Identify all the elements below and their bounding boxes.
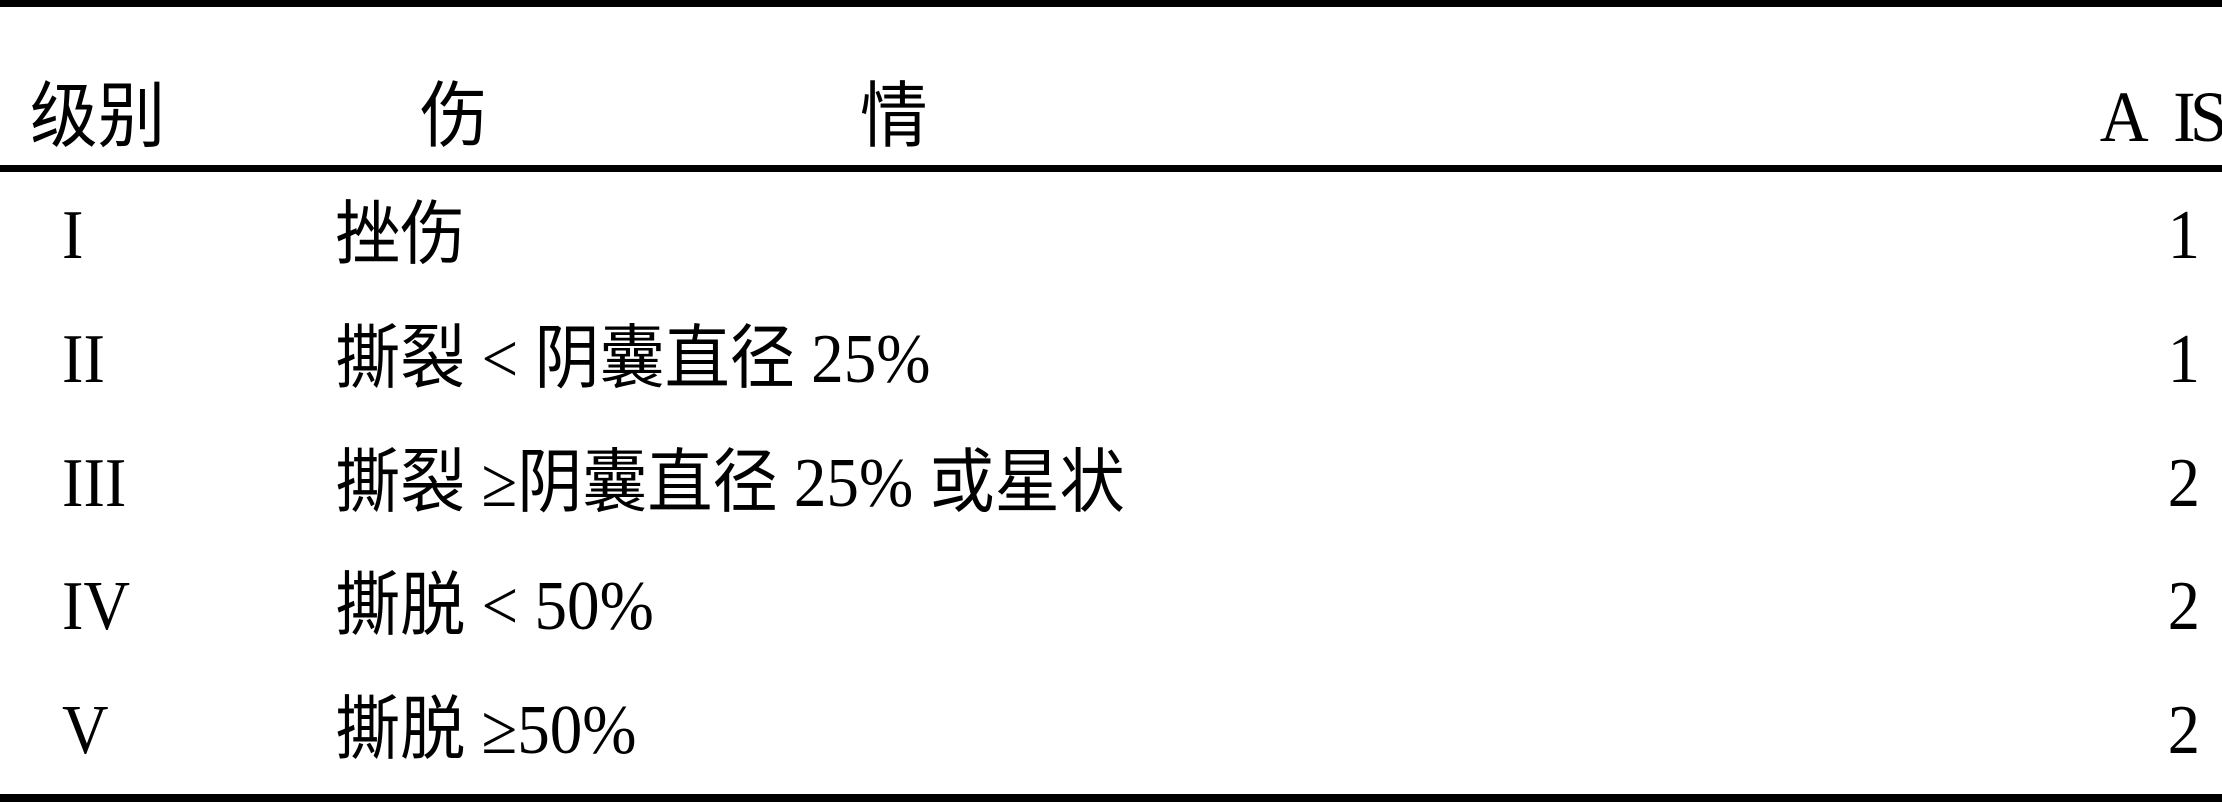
cell-grade: IV	[62, 568, 130, 646]
table-row: IV 撕脱 < 50% 2	[0, 545, 2222, 669]
table-row: II 撕裂 < 阴囊直径 25% 1	[0, 296, 2222, 420]
header-description-label-part1: 伤	[420, 77, 488, 157]
header-ais-letter-a: A	[2099, 77, 2149, 157]
cell-description: 撕裂 < 阴囊直径 25%	[335, 320, 931, 398]
cell-grade: II	[62, 320, 105, 398]
cell-ais-score: 2	[2167, 444, 2200, 522]
cell-description: 撕裂 ≥阴囊直径 25% 或星状	[335, 444, 1125, 522]
table-header-rule	[0, 165, 2222, 172]
header-ais-letters-is: IS	[2173, 77, 2222, 157]
table-top-rule	[0, 0, 2222, 7]
header-description-label-part2: 情	[860, 77, 928, 157]
cell-ais-score: 2	[2167, 568, 2200, 646]
cell-grade: III	[62, 444, 127, 522]
header-grade-label: 级别	[30, 77, 166, 157]
cell-ais-score: 1	[2167, 197, 2200, 275]
table-row: I 挫伤 1	[0, 172, 2222, 296]
cell-description: 撕脱 < 50%	[335, 568, 654, 646]
cell-description: 撕脱 ≥50%	[335, 691, 637, 769]
table-row: III 撕裂 ≥阴囊直径 25% 或星状 2	[0, 421, 2222, 545]
cell-ais-score: 1	[2167, 320, 2200, 398]
table-row: V 撕脱 ≥50% 2	[0, 670, 2222, 794]
header-ais-label: A IS	[2100, 81, 2222, 153]
table-bottom-rule	[0, 794, 2222, 802]
table-header-row: 级别 伤 情 A IS	[0, 7, 2222, 165]
cell-description: 挫伤	[335, 197, 466, 275]
cell-ais-score: 2	[2167, 691, 2200, 769]
cell-grade: I	[62, 197, 84, 275]
table-body: I 挫伤 1 II 撕裂 < 阴囊直径 25% 1 III 撕裂 ≥阴囊直径 2…	[0, 172, 2222, 794]
cell-grade: V	[62, 691, 109, 769]
